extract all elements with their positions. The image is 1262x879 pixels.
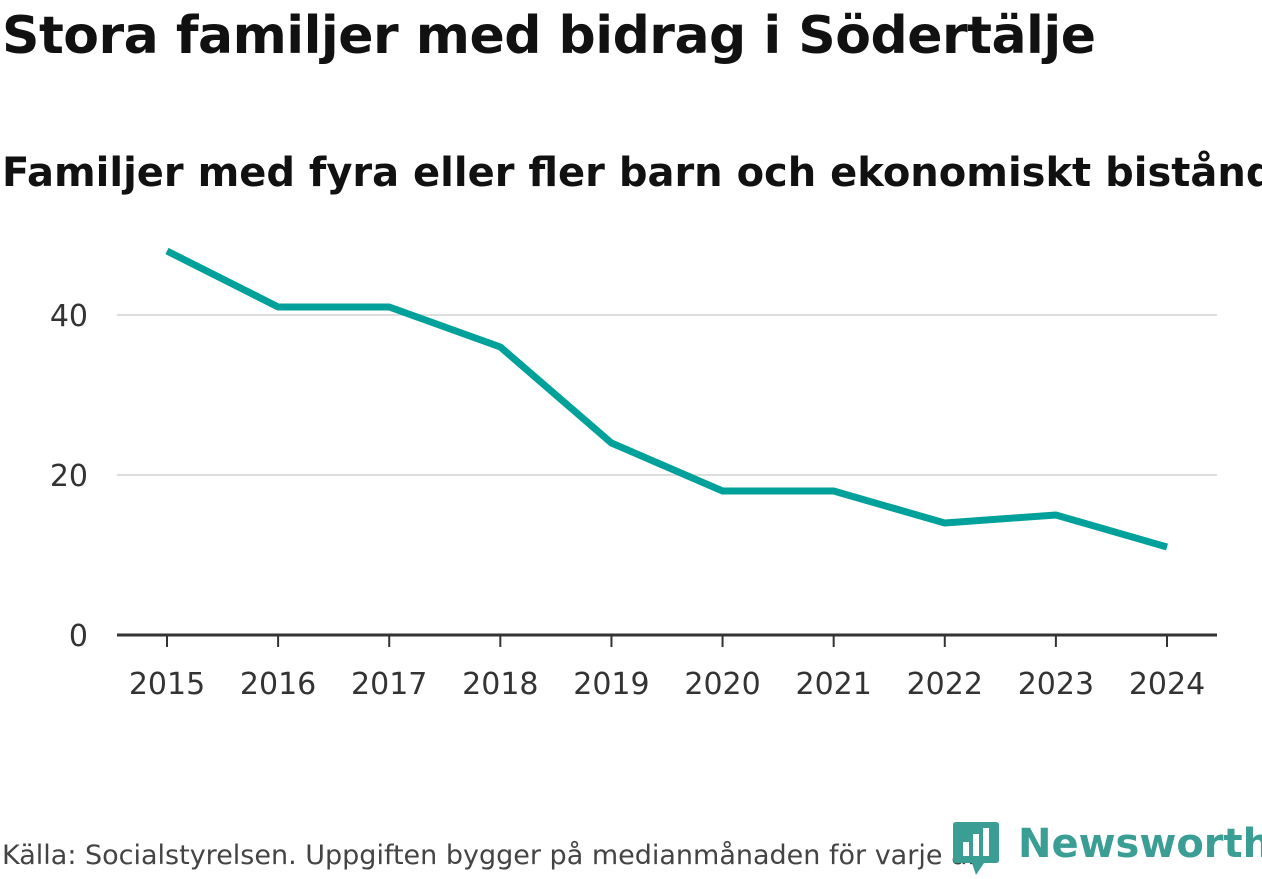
chart-title: Stora familjer med bidrag i Södertälje [2,6,1096,66]
y-tick-label-0: 0 [69,619,88,654]
newsworthy-logo-text: Newsworthy [1018,821,1262,867]
x-tick-label-2015: 2015 [129,667,205,702]
x-tick-label-2017: 2017 [351,667,427,702]
series-line-0 [165,247,1168,551]
source-note: Källa: Socialstyrelsen. Uppgiften bygger… [2,840,979,871]
x-tick-label-2023: 2023 [1018,667,1094,702]
newsworthy-logo-icon [953,822,999,875]
x-tick-label-2020: 2020 [684,667,760,702]
chart-subtitle: Familjer med fyra eller fler barn och ek… [2,150,1262,196]
x-tick-label-2018: 2018 [462,667,538,702]
x-tick-label-2021: 2021 [795,667,871,702]
x-tick-label-2016: 2016 [240,667,316,702]
line-chart: 0 20 40 2015 2016 2017 2018 2019 2020 2021 2022 202… [50,247,1217,702]
newsworthy-logo: Newsworthy [952,820,1262,876]
y-tick-label-40: 40 [50,299,88,334]
y-tick-label-20: 20 [50,459,88,494]
x-tick-label-2024: 2024 [1129,667,1205,702]
x-tick-label-2022: 2022 [907,667,983,702]
x-tick-label-2019: 2019 [573,667,649,702]
